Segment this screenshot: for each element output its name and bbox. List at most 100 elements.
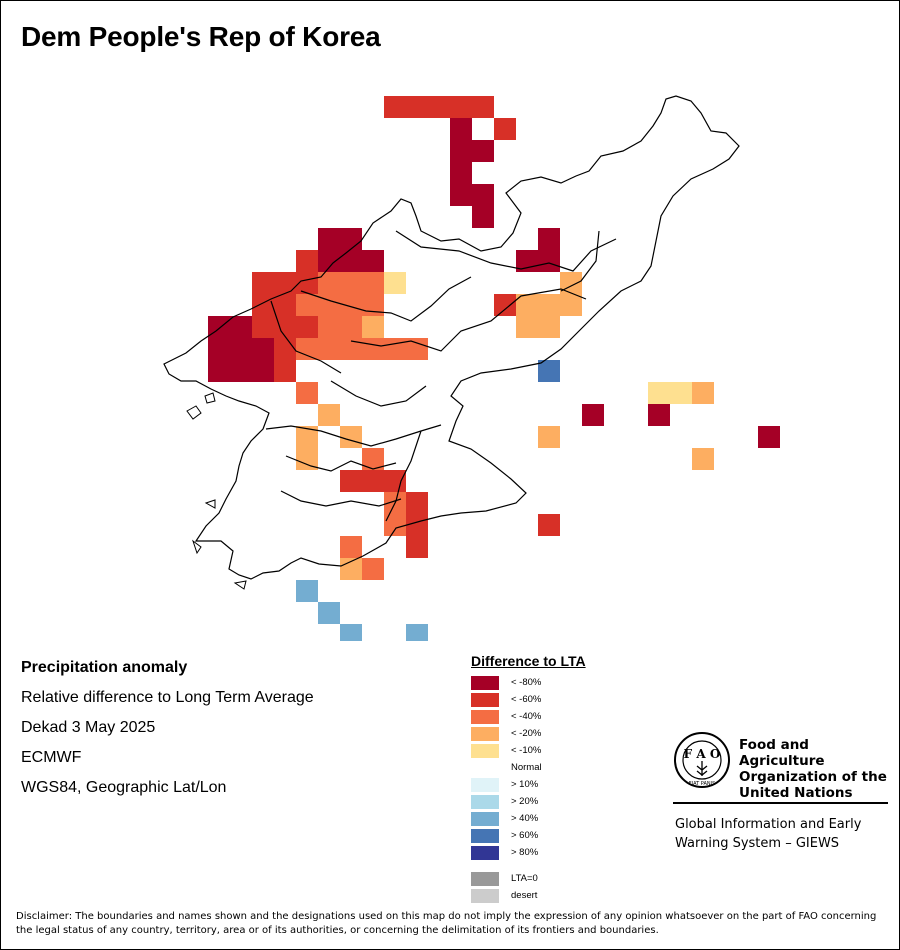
anomaly-cell <box>384 96 406 118</box>
legend-row: < -40% <box>471 708 586 725</box>
anomaly-cell <box>318 338 340 360</box>
fao-name-line: Organization of the <box>739 769 887 785</box>
legend-label: Normal <box>511 762 542 773</box>
fao-emblem-icon: F A O FIAT PANIS <box>674 732 730 788</box>
divider <box>673 802 888 804</box>
province-boundary <box>560 230 600 292</box>
anomaly-cell <box>384 514 406 536</box>
anomaly-cell <box>362 250 384 272</box>
legend-row: > 40% <box>471 810 586 827</box>
legend-row: < -80% <box>471 674 586 691</box>
island <box>204 499 216 509</box>
emblem-motto: FIAT PANIS <box>689 781 716 787</box>
anomaly-cell <box>340 228 362 250</box>
anomaly-cell <box>582 404 604 426</box>
anomaly-cell <box>516 316 538 338</box>
legend-row: Normal <box>471 759 586 776</box>
anomaly-cell <box>318 404 340 426</box>
anomaly-cell <box>296 250 318 272</box>
svg-text:F A O: F A O <box>684 747 721 761</box>
anomaly-cell <box>384 470 406 492</box>
legend-row: < -60% <box>471 691 586 708</box>
anomaly-cell <box>252 272 274 294</box>
anomaly-cell <box>252 360 274 382</box>
island <box>186 405 202 420</box>
anomaly-cell <box>692 448 714 470</box>
legend-title: Difference to LTA <box>471 653 586 669</box>
anomaly-cell <box>560 272 582 294</box>
anomaly-cell <box>362 470 384 492</box>
anomaly-cell <box>428 96 450 118</box>
anomaly-map <box>163 95 780 641</box>
anomaly-cell <box>230 316 252 338</box>
anomaly-grid <box>208 96 780 641</box>
anomaly-cell <box>538 316 560 338</box>
legend-label: > 10% <box>511 779 539 790</box>
anomaly-cell <box>406 514 428 536</box>
anomaly-cell <box>252 316 274 338</box>
anomaly-cell <box>362 272 384 294</box>
country-border <box>163 95 740 580</box>
anomaly-cell <box>472 184 494 206</box>
legend-swatch <box>471 692 499 707</box>
anomaly-cell <box>340 338 362 360</box>
disclaimer: Disclaimer: The boundaries and names sho… <box>16 911 877 936</box>
legend-row: < -10% <box>471 742 586 759</box>
info-measure: Relative difference to Long Term Average <box>21 689 314 706</box>
anomaly-cell <box>296 426 318 448</box>
legend-swatch <box>471 726 499 741</box>
legend-row: > 80% <box>471 844 586 861</box>
province-boundary <box>330 380 427 407</box>
anomaly-cell <box>406 492 428 514</box>
province-boundary <box>265 424 442 447</box>
anomaly-cell <box>450 184 472 206</box>
legend-row: > 10% <box>471 776 586 793</box>
anomaly-cell <box>296 294 318 316</box>
giews-line: Warning System – GIEWS <box>675 836 840 851</box>
giews-name: Global Information and Early Warning Sys… <box>675 815 895 853</box>
anomaly-cell <box>450 162 472 184</box>
anomaly-cell <box>252 338 274 360</box>
anomaly-cell <box>340 536 362 558</box>
legend-label: > 80% <box>511 847 539 858</box>
legend-swatch <box>471 828 499 843</box>
anomaly-cell <box>494 294 516 316</box>
island <box>204 392 216 404</box>
anomaly-cell <box>538 426 560 448</box>
legend-swatch <box>471 794 499 809</box>
legend-label: < -60% <box>511 694 542 705</box>
anomaly-cell <box>516 294 538 316</box>
anomaly-cell <box>340 316 362 338</box>
islands <box>186 392 247 590</box>
info-source: ECMWF <box>21 749 82 766</box>
anomaly-cell <box>296 316 318 338</box>
legend-label: < -20% <box>511 728 542 739</box>
info-projection: WGS84, Geographic Lat/Lon <box>21 779 227 796</box>
anomaly-cell <box>318 602 340 624</box>
anomaly-cell <box>318 272 340 294</box>
legend-label: > 20% <box>511 796 539 807</box>
fao-name: Food and Agriculture Organization of the… <box>739 737 899 801</box>
anomaly-cell <box>208 338 230 360</box>
anomaly-cell <box>362 294 384 316</box>
anomaly-cell <box>406 96 428 118</box>
anomaly-cell <box>362 448 384 470</box>
legend-row: > 20% <box>471 793 586 810</box>
anomaly-cell <box>692 382 714 404</box>
province-boundary <box>350 288 587 352</box>
province-boundary <box>395 230 617 272</box>
legend-swatch <box>471 845 499 860</box>
anomaly-cell <box>494 118 516 140</box>
anomaly-cell <box>318 294 340 316</box>
anomaly-cell <box>472 96 494 118</box>
province-boundary <box>285 455 397 472</box>
anomaly-cell <box>230 338 252 360</box>
legend-label: > 60% <box>511 830 539 841</box>
anomaly-cell <box>340 250 362 272</box>
anomaly-cell <box>296 580 318 602</box>
anomaly-cell <box>362 316 384 338</box>
anomaly-cell <box>340 294 362 316</box>
anomaly-cell <box>406 624 428 641</box>
anomaly-cell <box>538 250 560 272</box>
fao-name-line: Food and Agriculture <box>739 737 825 769</box>
